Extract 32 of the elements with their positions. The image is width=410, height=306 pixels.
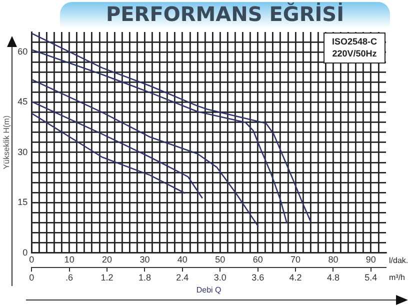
x2-tick-label: 4.8 (326, 272, 340, 282)
x-axis-title: Debi Q (196, 285, 222, 294)
x2-tick-label: 3.0 (214, 272, 226, 282)
y-tick-label: 45 (18, 96, 28, 107)
y-axis-title: Yükseklik H(m) (2, 115, 12, 170)
x2-tick-label: 1.8 (138, 272, 151, 282)
x-tick-label: 40 (177, 254, 188, 265)
y-tick-label: 0 (22, 247, 28, 258)
x-tick-label: 80 (328, 254, 338, 265)
y-tick-label: 15 (18, 197, 28, 208)
x-tick-label: 60 (252, 254, 263, 265)
text: m³/h (389, 272, 405, 282)
x-tick-label: 50 (215, 254, 226, 265)
x2-tick-label: 0 (29, 272, 34, 282)
x2-tick-label: .6 (66, 272, 74, 282)
x2-tick-label: 1.2 (100, 272, 114, 282)
x-tick-label: 70 (290, 254, 301, 265)
y-tick-label: 30 (18, 146, 28, 157)
x-tick-label: 20 (102, 254, 112, 265)
chart-title: PERFORMANS EĞRİSİ (60, 2, 390, 28)
annotation: 220V/50Hz (332, 48, 378, 58)
x-tick-label: 90 (366, 254, 376, 265)
y-tick-label: 60 (18, 46, 28, 57)
x2-tick-label: 2.4 (176, 272, 189, 282)
x2-tick-label: 4.2 (289, 272, 302, 282)
x2-tick-label: 3.6 (252, 272, 264, 282)
x-tick-label: 0 (29, 254, 34, 265)
text: l/dak. (389, 256, 408, 266)
x-tick-label: 10 (64, 254, 74, 265)
x-tick-label: 30 (140, 254, 150, 265)
x2-tick-label: 5.4 (364, 272, 378, 282)
annotation: ISO2548-C (332, 36, 378, 46)
